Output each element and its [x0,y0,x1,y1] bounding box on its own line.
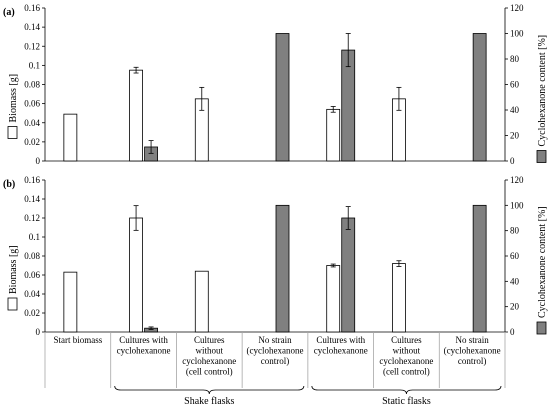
left-tick-label: 0.16 [24,175,40,185]
left-tick-label: 0.14 [24,194,40,204]
left-axis-title: Biomass [g] [8,245,19,294]
left-tick-label: 0.02 [24,308,40,318]
category-label: cyclohexanone [314,346,368,356]
right-tick-label: 80 [510,226,520,236]
right-tick-label: 40 [510,276,520,286]
category-label: without [393,346,421,356]
left-tick-label: 0.08 [24,80,40,90]
category-label: (cyclohexanone [247,346,304,356]
panel-label: (b) [3,179,15,190]
right-tick-label: 0 [510,327,515,337]
left-axis-title-group: Biomass [g] [7,245,19,311]
category-label: (cell control) [186,367,233,377]
left-axis-title: Biomass [g] [8,74,19,123]
cyclohexanone-legend-key [536,150,547,163]
biomass-bar [194,270,209,333]
biomass-bar [129,217,143,333]
biomass-legend-key [7,126,18,139]
biomass-bar [63,113,78,162]
category-label: Start biomass [53,335,102,345]
chart-panel-1: (a) 0 0.02 0.04 0.06 0.08 0.1 0.12 0.14 0.16 0 20 40… [3,3,548,166]
right-tick-label: 60 [510,80,520,90]
right-tick-label: 40 [510,105,520,115]
group-brace [114,385,305,395]
right-tick-label: 120 [510,175,524,185]
left-tick-label: 0.1 [29,232,40,242]
right-tick-label: 20 [510,131,520,141]
cyclohexanone-bar [472,33,487,162]
category-label: (cell control) [383,367,430,377]
left-axis-title-group: Biomass [g] [7,74,19,139]
category-label: Cultures [194,335,225,345]
right-tick-label: 0 [510,156,515,166]
category-label: (cyclohexanone [444,346,501,356]
category-label: No strain [456,335,490,345]
left-tick-label: 0.04 [24,289,40,299]
left-tick-label: 0.04 [24,118,40,128]
right-tick-label: 100 [510,200,524,210]
group-label: Static flasks [382,396,431,407]
left-tick-label: 0 [36,327,41,337]
category-label: without [196,346,224,356]
group-label: Shake flasks [184,396,234,407]
category-label: cyclohexanone [379,356,433,366]
group-brace [311,385,502,395]
right-tick-label: 100 [510,29,524,39]
right-tick-label: 20 [510,302,520,312]
category-label: cyclohexanone [117,346,171,356]
cyclohexanone-bar [472,204,487,333]
category-label: cyclohexanone [182,356,236,366]
category-table: Start biomass Cultures withcyclohexanoneC… [44,332,506,407]
left-tick-label: 0.08 [24,251,40,261]
left-tick-label: 0.06 [24,270,40,280]
right-axis-title-group: Cyclohexanone content [%] [536,206,548,335]
right-tick-label: 120 [510,3,524,13]
right-tick-label: 60 [510,251,520,261]
panel-label: (a) [3,7,15,18]
cyclohexanone-legend-key [536,321,547,335]
right-axis-title-group: Cyclohexanone content [%] [536,35,548,163]
cyclohexanone-bar [341,217,356,333]
left-tick-label: 0 [36,156,41,166]
cyclohexanone-bar [275,33,290,162]
biomass-bar [392,263,406,333]
biomass-bar [63,271,78,333]
left-tick-label: 0.06 [24,99,40,109]
left-tick-label: 0.14 [24,22,40,32]
right-axis-title: Cyclohexanone content [%] [537,206,548,318]
biomass-bar [326,108,341,162]
biomass-bar [129,69,143,162]
left-tick-label: 0.1 [29,60,40,70]
category-label: Cultures with [316,335,365,345]
biomass-bar [326,265,341,333]
cyclohexanone-bar [275,204,290,333]
left-tick-label: 0.12 [24,41,40,51]
category-label: Cultures [391,335,422,345]
biomass-legend-key [7,297,18,311]
left-tick-label: 0.02 [24,137,40,147]
category-label: control) [458,356,487,366]
category-label: control) [261,356,290,366]
category-label: No strain [258,335,292,345]
right-axis-title: Cyclohexanone content [%] [537,35,548,147]
left-tick-label: 0.12 [24,213,40,223]
right-tick-label: 80 [510,54,520,64]
left-tick-label: 0.16 [24,3,40,13]
chart-panel-2: (b) 0 0.02 0.04 0.06 0.08 0.1 0.12 0.14 0.16 0 20 40… [3,175,548,337]
category-label: Cultures with [119,335,168,345]
